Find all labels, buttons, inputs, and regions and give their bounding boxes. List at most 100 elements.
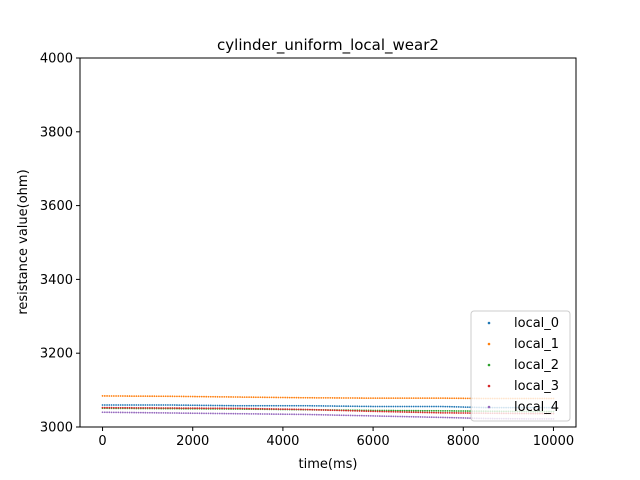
data-point [372, 415, 374, 417]
data-point [419, 409, 422, 412]
data-point [430, 409, 433, 412]
data-point [275, 413, 278, 416]
data-point [331, 414, 334, 416]
data-point [448, 405, 451, 408]
data-point [189, 404, 192, 407]
data-point [239, 412, 241, 415]
data-point [218, 412, 221, 415]
data-point [212, 395, 214, 398]
legend-marker [487, 321, 491, 325]
data-point [439, 416, 442, 419]
data-point [266, 407, 269, 410]
data-point [345, 405, 347, 408]
data-point [444, 405, 447, 408]
data-point [464, 397, 467, 400]
data-point [309, 396, 311, 399]
data-point [245, 407, 248, 410]
data-point [232, 396, 235, 398]
data-point [372, 397, 374, 400]
data-point [401, 397, 404, 400]
data-point [167, 395, 169, 398]
data-point [387, 397, 390, 400]
data-point [419, 397, 422, 400]
data-point [392, 415, 395, 418]
data-point [333, 414, 336, 416]
data-point [442, 409, 444, 412]
data-point [198, 412, 201, 415]
data-point [412, 411, 415, 414]
data-point [133, 404, 136, 406]
data-point [369, 410, 372, 413]
data-point [225, 407, 228, 410]
data-point [324, 414, 327, 416]
data-point [203, 404, 205, 407]
data-point [435, 397, 438, 400]
data-point [128, 395, 131, 397]
data-point [412, 397, 415, 400]
data-point [302, 408, 305, 411]
x-axis: 0 2000 4000 6000 8000 10000 [98, 427, 574, 449]
chart-title: cylinder_uniform_local_wear2 [217, 36, 439, 55]
data-point [261, 413, 264, 415]
data-point [248, 404, 250, 407]
data-point [451, 410, 453, 412]
data-point [318, 408, 320, 411]
data-point [356, 405, 359, 408]
data-point [155, 411, 158, 414]
data-point [207, 407, 210, 410]
data-point [124, 395, 126, 397]
data-point [401, 415, 404, 418]
data-point [309, 408, 311, 411]
legend-marker [487, 384, 491, 388]
data-point [469, 412, 471, 414]
data-point [225, 404, 228, 407]
data-point [424, 405, 426, 408]
data-point [390, 405, 393, 408]
data-point [126, 406, 129, 409]
data-point [176, 404, 178, 406]
data-point [216, 407, 219, 410]
data-point [126, 404, 129, 406]
data-point [101, 404, 104, 406]
data-point [336, 397, 338, 399]
data-point [451, 416, 453, 419]
legend-box [470, 310, 571, 422]
data-point [171, 395, 174, 398]
data-point [424, 397, 426, 400]
data-point [412, 405, 415, 408]
data-point [342, 397, 345, 399]
data-point [191, 404, 194, 407]
data-point [435, 416, 438, 419]
data-point [460, 412, 462, 414]
data-point [320, 413, 323, 416]
data-point [464, 410, 467, 412]
data-point [155, 395, 158, 398]
data-point [306, 408, 309, 411]
data-point [295, 404, 298, 407]
data-point [390, 397, 393, 400]
data-point [248, 407, 250, 410]
data-point [345, 414, 347, 417]
data-point [266, 404, 269, 407]
data-point [295, 408, 298, 411]
data-point [205, 407, 208, 410]
data-point [399, 397, 402, 400]
data-point [225, 412, 228, 415]
data-point [415, 397, 417, 400]
data-point [311, 408, 314, 411]
data-point [148, 407, 151, 409]
data-point [354, 405, 356, 408]
data-point [203, 395, 205, 398]
data-point [300, 404, 302, 407]
data-point [313, 408, 316, 411]
data-point [333, 409, 336, 412]
data-point [189, 412, 192, 415]
data-point [351, 409, 354, 412]
data-point [358, 405, 361, 408]
data-point [302, 413, 305, 416]
data-point [306, 396, 309, 399]
data-point [284, 396, 287, 399]
data-point [200, 404, 203, 407]
data-point [263, 413, 266, 415]
